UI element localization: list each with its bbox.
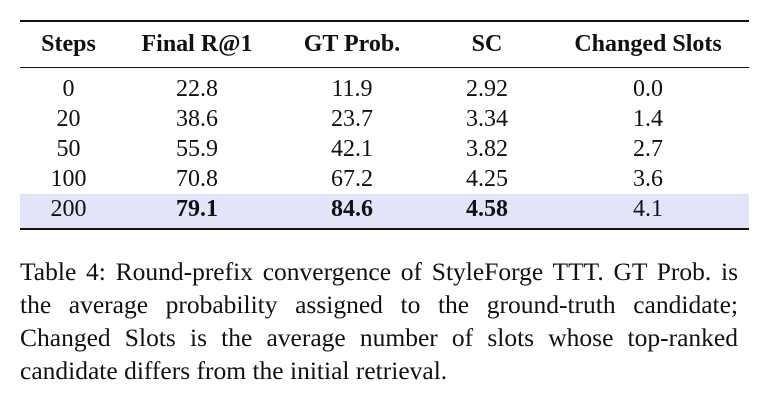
table-cell: 55.9 (176, 136, 218, 162)
results-table: Steps Final R@1 GT Prob. SC Changed Slot… (20, 20, 749, 230)
table-cell: 3.34 (466, 106, 508, 132)
table-cell: 42.1 (331, 136, 373, 162)
table-cell: 0.0 (633, 76, 663, 102)
header-sc: SC (471, 31, 503, 57)
table-cell: 4.25 (466, 166, 508, 192)
table-row: 50 55.9 42.1 3.82 2.7 (20, 134, 749, 164)
header-changed-slots: Changed Slots (574, 31, 722, 57)
table-caption: Table 4: Round-prefix convergence of Sty… (20, 257, 738, 385)
table-cell: 3.82 (466, 136, 508, 162)
table-header-row: Steps Final R@1 GT Prob. SC Changed Slot… (20, 21, 749, 68)
table-cell: 100 (50, 166, 87, 192)
table-cell: 22.8 (176, 76, 218, 102)
table-cell: 1.4 (633, 106, 663, 132)
table-cell-best: 79.1 (117, 194, 277, 229)
table-row-highlighted: 200 79.1 84.6 4.58 4.1 (20, 194, 749, 229)
table-cell: 11.9 (331, 76, 373, 102)
header-final-r1: Final R@1 (141, 31, 253, 57)
table-cell: 38.6 (176, 106, 218, 132)
table-row: 20 38.6 23.7 3.34 1.4 (20, 104, 749, 134)
table-cell: 23.7 (331, 106, 373, 132)
table-cell: 70.8 (176, 166, 218, 192)
table-cell-best: 4.58 (427, 194, 547, 229)
header-steps: Steps (41, 31, 96, 57)
table-cell: 200 (20, 194, 117, 229)
results-table-container: Steps Final R@1 GT Prob. SC Changed Slot… (20, 20, 749, 230)
table-cell: 50 (56, 136, 81, 162)
table-row: 0 22.8 11.9 2.92 0.0 (20, 68, 749, 105)
table-cell: 67.2 (331, 166, 373, 192)
table-cell: 2.7 (633, 136, 663, 162)
table-row: 100 70.8 67.2 4.25 3.6 (20, 164, 749, 194)
table-cell: 0 (62, 76, 75, 102)
table-cell: 4.1 (547, 194, 749, 229)
header-gt-prob: GT Prob. (303, 31, 401, 57)
table-cell-best: 84.6 (277, 194, 427, 229)
table-cell: 20 (56, 106, 81, 132)
table-cell: 3.6 (633, 166, 663, 192)
table-cell: 2.92 (466, 76, 508, 102)
